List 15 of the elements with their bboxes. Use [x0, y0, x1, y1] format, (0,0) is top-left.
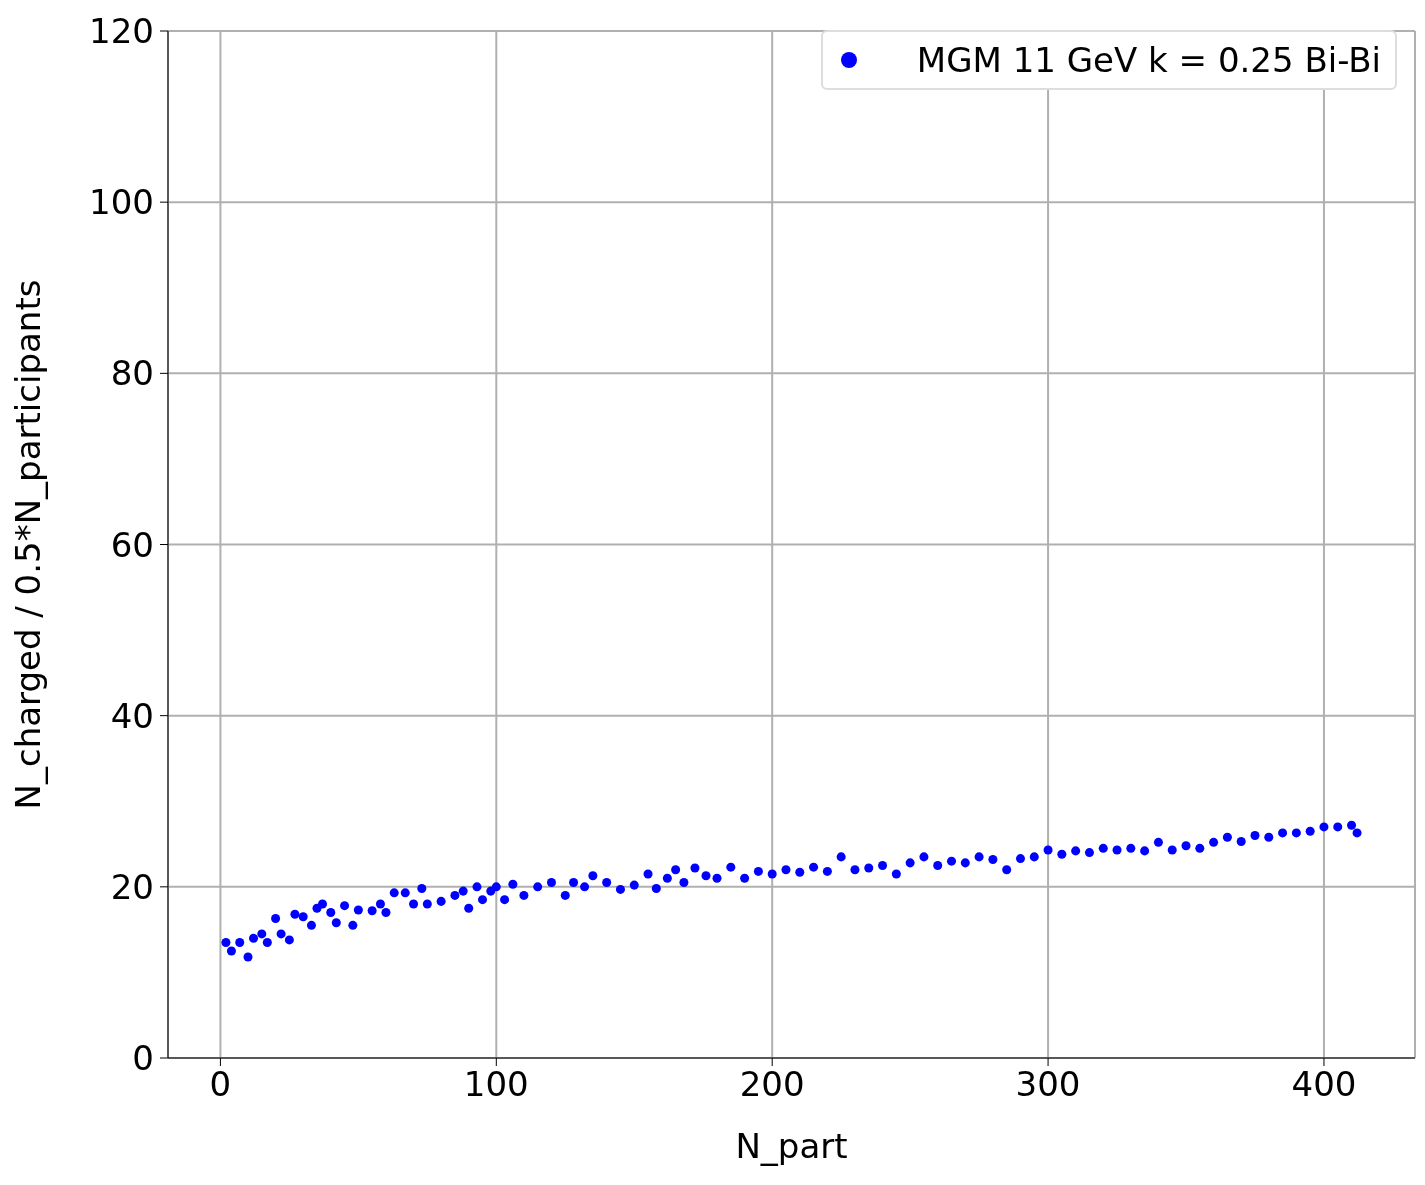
x-tick-label: 100: [463, 1064, 529, 1105]
y-tick-label: 120: [89, 11, 154, 52]
y-tick-label: 0: [132, 1038, 154, 1079]
x-tick-label: 200: [739, 1064, 805, 1105]
legend-label: MGM 11 GeV k = 0.25 Bi-Bi: [916, 40, 1381, 80]
y-tick-label: 40: [110, 695, 154, 736]
x-tick-label: 0: [209, 1064, 232, 1105]
x-axis-title: N_part: [735, 1126, 848, 1166]
y-tick-label: 60: [110, 524, 154, 565]
x-tick-label: 300: [1015, 1064, 1081, 1105]
y-tick-label: 20: [110, 866, 154, 907]
y-tick-label: 80: [110, 353, 154, 394]
y-axis-title: N_charged / 0.5*N_participants: [8, 279, 49, 810]
y-tick-label: 100: [89, 182, 154, 223]
x-tick-label: 400: [1291, 1064, 1357, 1105]
